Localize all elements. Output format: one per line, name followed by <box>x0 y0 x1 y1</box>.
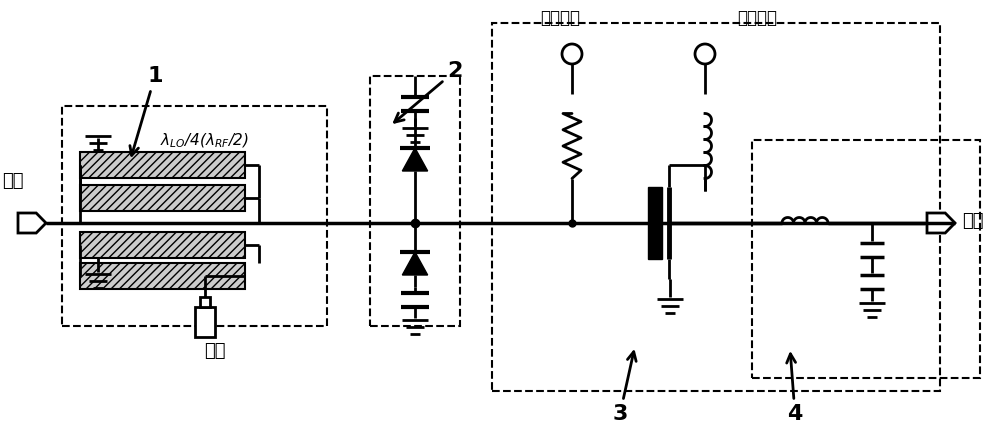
Text: $\lambda_{LO}$/4($\lambda_{RF}$/2): $\lambda_{LO}$/4($\lambda_{RF}$/2) <box>160 132 250 150</box>
Polygon shape <box>402 148 428 171</box>
Text: 本振: 本振 <box>204 342 226 360</box>
Text: 1: 1 <box>130 66 163 155</box>
Text: 漏极偏压: 漏极偏压 <box>737 9 777 27</box>
Bar <box>80 263 245 289</box>
Text: 4: 4 <box>787 354 803 424</box>
Text: 射频: 射频 <box>2 172 24 190</box>
Text: 栅极偏压: 栅极偏压 <box>540 9 580 27</box>
Polygon shape <box>927 213 955 233</box>
Text: 3: 3 <box>612 352 636 424</box>
Bar <box>80 185 245 211</box>
Bar <box>370 76 460 326</box>
Bar <box>62 106 327 326</box>
Bar <box>80 152 245 178</box>
Polygon shape <box>18 213 46 233</box>
Bar <box>752 140 980 378</box>
Polygon shape <box>402 252 428 275</box>
Bar <box>195 307 215 337</box>
Bar <box>492 23 940 391</box>
Bar <box>200 297 210 307</box>
Bar <box>648 187 662 259</box>
Text: 中频: 中频 <box>962 212 983 230</box>
Text: 2: 2 <box>394 61 463 122</box>
Bar <box>80 232 245 258</box>
